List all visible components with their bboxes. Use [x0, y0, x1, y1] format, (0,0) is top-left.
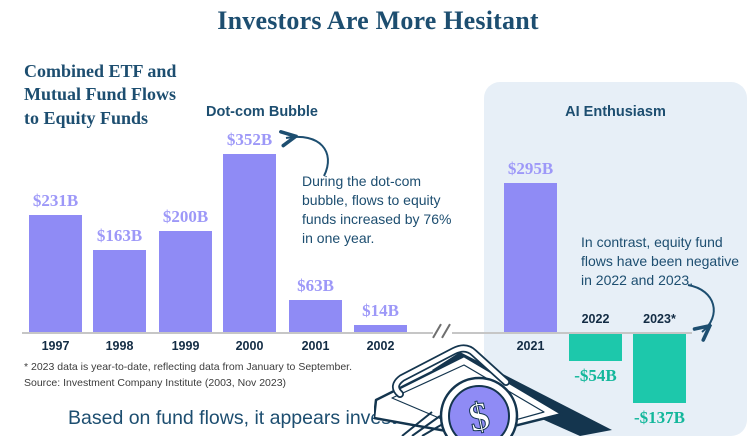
bar-value-label: -$137B	[634, 408, 685, 427]
section-label-ai: AI Enthusiasm	[565, 104, 666, 120]
footnote: * 2023 data is year-to-date, reflecting …	[24, 360, 352, 392]
bar-2021	[504, 183, 557, 332]
bar-year-label: 1998	[105, 339, 134, 353]
bar-2000	[223, 154, 276, 332]
bar-year-label: 2002	[366, 339, 395, 353]
section-label-dotcom: Dot-com Bubble	[206, 104, 318, 120]
chart-heading: Combined ETF and Mutual Fund Flows to Eq…	[24, 61, 177, 128]
curved-arrow-ai-icon	[687, 284, 715, 338]
annotation-dotcom: During the dot-com bubble, flows to equi…	[302, 173, 452, 246]
bar-value-label: -$54B	[574, 366, 617, 385]
bar-value-label: $231B	[32, 191, 79, 210]
bar-year-label: 1997	[41, 339, 70, 353]
annotation-ai: In contrast, equity fund flows have been…	[581, 234, 739, 288]
bar-year-label: 2021	[516, 339, 545, 353]
bar-value-label: $163B	[96, 226, 143, 245]
bar-1998	[93, 250, 146, 332]
x-axis-right-segment	[452, 332, 692, 334]
curved-arrow-dotcom-icon	[274, 128, 329, 177]
bar-year-label: 2000	[235, 339, 264, 353]
mousetrap-illustration-icon: $	[374, 344, 612, 436]
footnote-line-1: * 2023 data is year-to-date, reflecting …	[24, 361, 353, 373]
bar-1997	[29, 215, 82, 332]
bar-2002	[354, 325, 407, 332]
footnote-line-2: Source: Investment Company Institute (20…	[24, 376, 287, 389]
bar-year-label: 1999	[171, 339, 200, 353]
bar-value-label: $63B	[297, 276, 334, 295]
page-title: Investors Are More Hesitant	[217, 6, 539, 35]
bar-2001	[289, 300, 342, 332]
axis-break-slash	[441, 323, 451, 339]
bar-2023*	[633, 334, 686, 403]
bar-1999	[159, 231, 212, 332]
bar-year-label: 2001	[301, 339, 330, 353]
bar-value-label: $295B	[507, 159, 554, 178]
bar-year-label: 2023*	[643, 312, 676, 326]
x-axis-left-segment	[22, 332, 433, 334]
bar-value-label: $352B	[226, 130, 273, 149]
bar-2022	[569, 334, 622, 361]
bar-year-label: 2022	[581, 312, 610, 326]
bar-value-label: $14B	[362, 301, 399, 320]
bar-value-label: $200B	[162, 207, 209, 226]
